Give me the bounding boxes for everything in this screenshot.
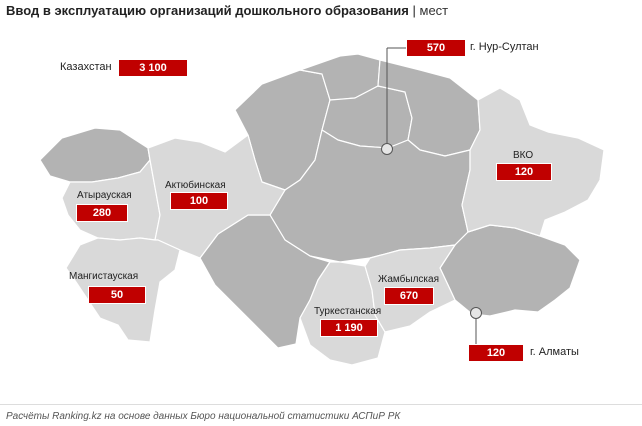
title-separator: | <box>412 3 416 18</box>
nur-sultan-marker <box>381 47 406 155</box>
footer-divider <box>0 404 642 405</box>
region-label-turkestan: Туркестанская <box>314 306 382 317</box>
city-label-almaty: г. Алматы <box>530 346 579 358</box>
total-label: Казахстан <box>60 61 112 73</box>
region-label-aktobe: Актюбинская <box>165 180 226 191</box>
source-note: Расчёты Ranking.kz на основе данных Бюро… <box>6 411 401 422</box>
city-label-nur-sultan: г. Нур-Султан <box>470 41 539 53</box>
region-label-zhambyl: Жамбылская <box>378 274 439 285</box>
title-unit: мест <box>419 3 449 18</box>
region-vko <box>461 87 605 237</box>
map-title: Ввод в эксплуатацию организаций дошкольн… <box>6 3 448 18</box>
region-almaty-obl <box>439 224 581 317</box>
region-value-aktobe: 100 <box>170 192 228 210</box>
region-label-mangystau: Мангистауская <box>69 271 139 282</box>
region-label-vko: ВКО <box>513 150 534 161</box>
region-value-mangystau: 50 <box>88 286 146 304</box>
region-label-atyrau: Атырауская <box>77 190 132 201</box>
title-main: Ввод в эксплуатацию организаций дошкольн… <box>6 3 409 18</box>
region-value-zhambyl: 670 <box>384 287 434 305</box>
region-value-vko: 120 <box>496 163 552 181</box>
region-value-atyrau: 280 <box>76 204 128 222</box>
total-value-badge: 3 100 <box>118 59 188 77</box>
city-value-nur-sultan: 570 <box>406 39 466 57</box>
region-value-turkestan: 1 190 <box>320 319 378 337</box>
city-value-almaty: 120 <box>468 344 524 362</box>
